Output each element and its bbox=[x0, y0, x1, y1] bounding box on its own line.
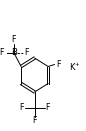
Text: K: K bbox=[69, 64, 75, 72]
Text: F: F bbox=[19, 103, 24, 113]
Text: F: F bbox=[56, 60, 61, 69]
Text: F: F bbox=[12, 36, 16, 45]
Text: F: F bbox=[32, 116, 37, 125]
Text: +: + bbox=[75, 62, 79, 67]
Text: B: B bbox=[11, 48, 17, 57]
Text: F: F bbox=[0, 48, 4, 57]
Text: F: F bbox=[24, 48, 28, 57]
Text: F: F bbox=[46, 103, 50, 113]
